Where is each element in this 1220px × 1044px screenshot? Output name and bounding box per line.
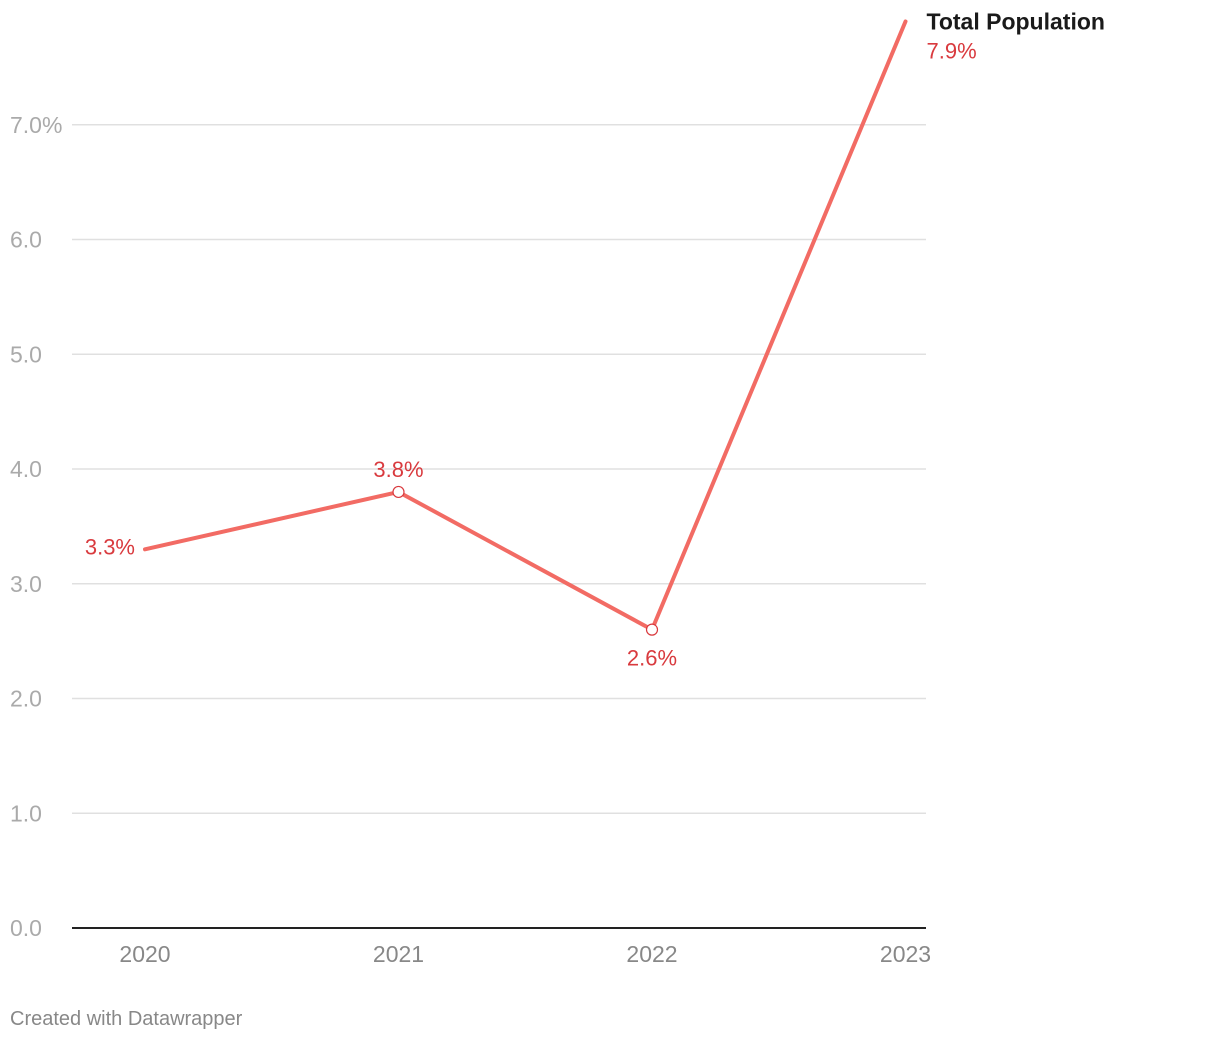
data-label-2020: 3.3%	[85, 534, 135, 559]
axis-layer: 0.0 1.0 2.0 3.0 4.0 5.0 6.0 7.0% 2020 2021 2022 202…	[10, 112, 931, 967]
y-tick-label-5: 5.0	[10, 341, 42, 367]
series-layer	[143, 19, 908, 636]
label-layer: 3.3% 3.8% 2.6% 7.9% Total Population	[85, 8, 1105, 670]
data-label-2023: 7.9%	[927, 38, 977, 63]
data-point-marker-1	[392, 485, 405, 499]
grid-layer	[72, 124, 926, 814]
y-tick-label-1: 1.0	[10, 800, 42, 826]
y-tick-label-0: 0.0	[10, 915, 42, 941]
data-point-marker-2	[645, 623, 659, 636]
x-tick-label-1: 2021	[373, 941, 424, 967]
y-tick-label-4: 4.0	[10, 456, 42, 482]
data-label-2021: 3.8%	[373, 457, 423, 482]
x-tick-label-0: 2020	[119, 941, 170, 967]
series-line-0	[143, 19, 908, 632]
credit-text[interactable]: Created with Datawrapper	[10, 1008, 243, 1030]
line-chart: 0.0 1.0 2.0 3.0 4.0 5.0 6.0 7.0% 2020 2021 2022 202…	[10, 8, 1105, 967]
y-tick-label-3: 3.0	[10, 571, 42, 597]
y-tick-label-2: 2.0	[10, 686, 42, 712]
series-name-label: Total Population	[927, 8, 1105, 34]
x-tick-label-3: 2023	[880, 941, 931, 967]
y-tick-label-6: 6.0	[10, 227, 42, 253]
data-label-2022: 2.6%	[627, 646, 677, 671]
y-tick-label-7: 7.0%	[10, 112, 62, 138]
x-tick-label-2: 2022	[626, 941, 677, 967]
